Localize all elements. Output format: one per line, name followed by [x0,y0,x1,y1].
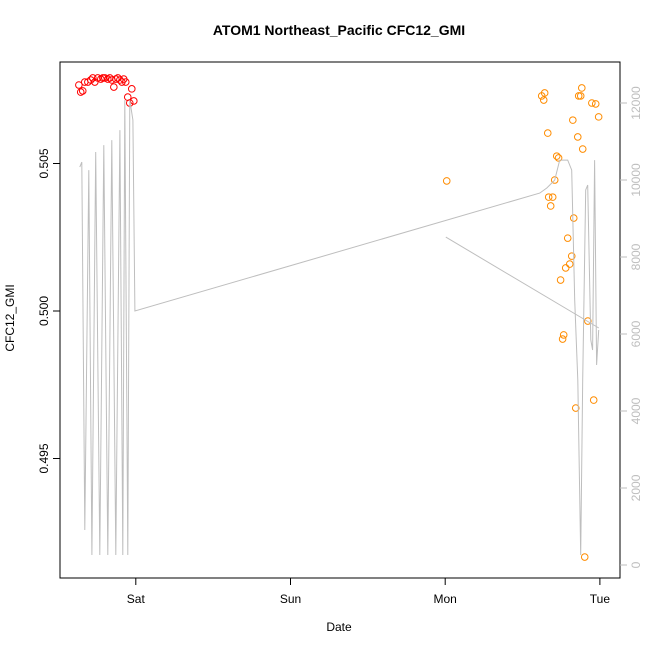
x-tick-label: Mon [434,592,457,606]
point [573,133,582,141]
y2-tick-label: 0 [629,561,643,568]
x-axis-label: Date [326,620,352,634]
point [565,260,574,268]
point [559,331,568,339]
point [112,75,120,83]
y2-tick-label: 8000 [629,243,643,270]
point [548,193,557,201]
point [580,553,589,561]
point [561,264,570,272]
point [129,97,138,105]
point [588,99,596,107]
point [76,88,85,96]
point [556,276,565,284]
point [544,193,553,201]
point [554,154,563,162]
y2-tick-label: 6000 [629,320,643,347]
point [110,83,118,91]
x-tick-label: Tue [590,592,611,606]
point [577,84,586,92]
point [591,100,600,108]
y-tick-label: 0.495 [37,443,51,473]
chart-title: ATOM1 Northeast_Pacific CFC12_GMI [213,22,465,38]
point [78,87,87,95]
point [546,202,555,210]
point [114,74,122,82]
point [589,396,598,404]
point [578,145,587,153]
point [127,85,136,93]
point [584,317,592,325]
altitude-line [79,100,600,556]
point [88,74,97,82]
y2-tick-label: 10000 [629,163,643,197]
point [550,176,559,184]
point [576,92,585,100]
y-axis-label: CFC12_GMI [3,284,17,351]
plot-frame [59,61,621,579]
point [571,404,580,412]
point [104,75,112,83]
point [569,116,577,124]
y2-tick-label: 2000 [629,474,643,501]
y-tick-label: 0.505 [37,148,51,178]
x-tick-label: Sat [127,592,146,606]
point [543,129,552,137]
point [558,335,567,343]
point [121,78,130,86]
point [574,92,583,100]
point [86,76,95,84]
point [442,177,451,185]
point [594,113,603,121]
point [540,89,549,97]
point [75,81,83,89]
point [563,234,572,242]
y2-tick-label: 12000 [629,86,643,120]
y2-tick-label: 4000 [629,397,643,424]
x-tick-label: Sun [280,592,301,606]
point [539,96,548,104]
y-tick-label: 0.500 [37,296,51,326]
point [567,252,576,260]
point [569,214,578,222]
point [552,152,561,160]
